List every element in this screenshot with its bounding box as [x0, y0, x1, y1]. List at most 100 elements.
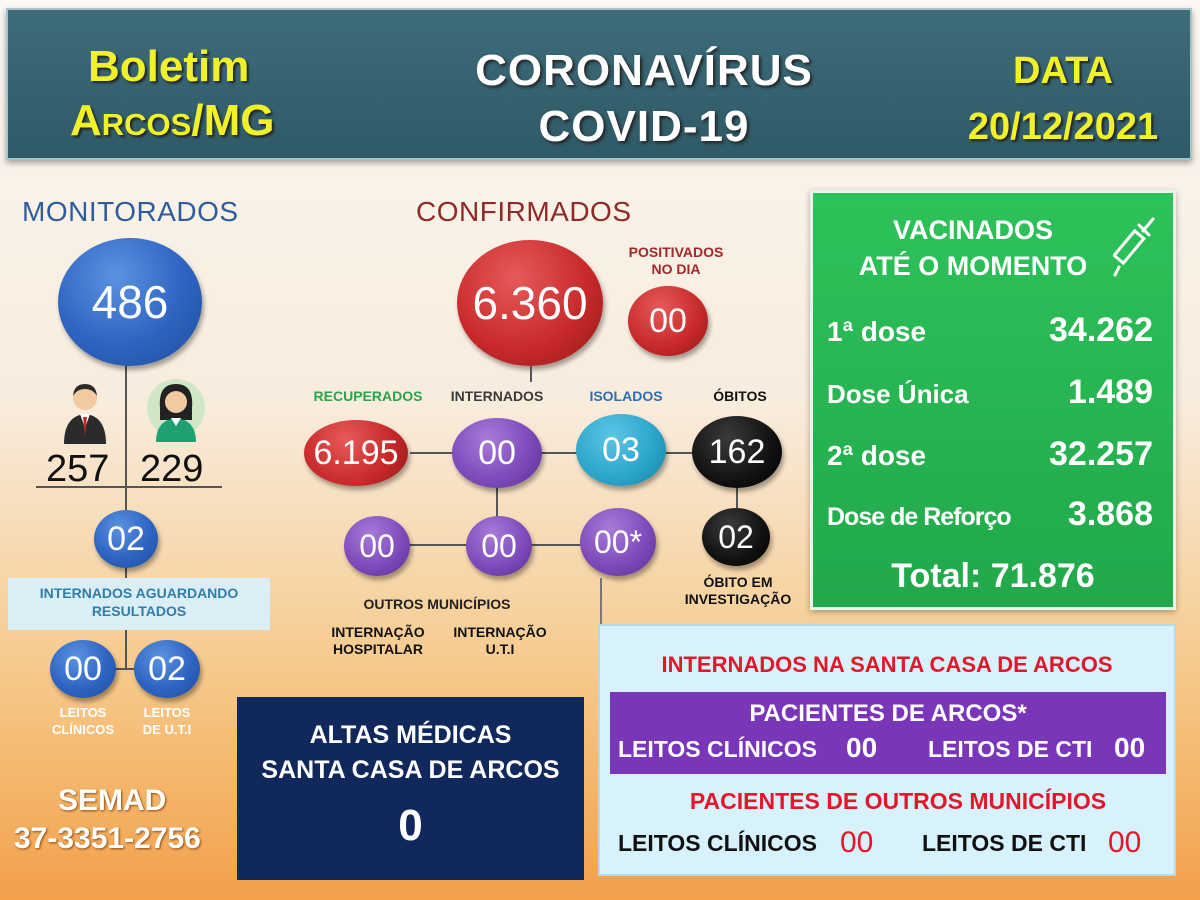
internados-label: INTERNADOS — [450, 388, 544, 404]
internacao-uti-value: 00* — [593, 523, 643, 560]
outros-clinicos-label: LEITOS CLÍNICOS — [618, 830, 817, 856]
monitorados-title: MONITORADOS — [22, 196, 239, 227]
internados-value: 00 — [478, 433, 516, 472]
recuperados-label: RECUPERADOS — [313, 388, 423, 404]
internados-aguardando-label-line2: RESULTADOS — [91, 603, 187, 619]
obitos-label: ÓBITOS — [713, 388, 767, 404]
internacao-uti-label: INTERNAÇÃO U.T.I — [440, 624, 560, 658]
outros-cti-label: LEITOS DE CTI — [922, 830, 1087, 856]
positivados-circle: 00 — [628, 286, 708, 356]
confirmados-title: CONFIRMADOS — [416, 196, 632, 227]
obitos-circle: 162 — [692, 416, 782, 488]
internados-aguardando-value: 02 — [107, 519, 145, 558]
vac-dose2-label: 2ª dose — [827, 440, 927, 471]
internacao-hospitalar-value: 00 — [481, 527, 517, 564]
man-icon — [60, 380, 110, 446]
outros-clinicos-value: 00 — [840, 826, 874, 859]
connector-line — [125, 330, 127, 670]
altas-line2: SANTA CASA DE ARCOS — [261, 756, 560, 784]
vac-dose1-label: 1ª dose — [827, 316, 927, 347]
vacinados-title-line1: VACINADOS — [892, 215, 1053, 245]
internados-aguardando-label: INTERNADOS AGUARDANDO RESULTADOS — [8, 578, 270, 630]
isolados-value: 03 — [602, 430, 640, 469]
obito-investigacao-value: 02 — [718, 518, 754, 555]
vacinados-panel: VACINADOS ATÉ O MOMENTO 1ª dose 34.262 D… — [810, 190, 1176, 610]
leitos-clinicos-label: LEITOS CLÍNICOS — [40, 704, 126, 738]
monitorados-women-count: 229 — [140, 448, 204, 490]
vac-row-dose1: 1ª dose 34.262 — [827, 311, 1153, 350]
monitorados-men-count: 257 — [46, 448, 110, 490]
vac-dose-unica-label: Dose Única — [827, 379, 969, 409]
obito-investigacao-label: ÓBITO EM INVESTIGAÇÃO — [670, 574, 806, 608]
header-city: Arcos/MG — [70, 96, 275, 145]
woman-icon — [146, 378, 206, 444]
confirmados-total: 6.360 — [472, 277, 588, 329]
outros-municipios-label: OUTROS MUNICÍPIOS — [363, 596, 511, 612]
arcos-cti-label: LEITOS DE CTI — [928, 736, 1093, 762]
positivados-value: 00 — [649, 301, 687, 340]
pacientes-arcos-bar: PACIENTES DE ARCOS* LEITOS CLÍNICOS 00 L… — [610, 692, 1166, 774]
santa-casa-title: INTERNADOS NA SANTA CASA DE ARCOS — [661, 652, 1113, 677]
vac-reforco-value: 3.868 — [1067, 495, 1153, 533]
vac-dose-unica-value: 1.489 — [1067, 373, 1153, 411]
altas-line1: ALTAS MÉDICAS — [309, 721, 512, 749]
obito-investigacao-label-line2: INVESTIGAÇÃO — [684, 591, 792, 607]
vacinados-title-line2: ATÉ O MOMENTO — [858, 251, 1088, 281]
pacientes-outros-title: PACIENTES DE OUTROS MUNICÍPIOS — [689, 788, 1107, 814]
header-boletim: Boletim — [88, 42, 250, 91]
internacao-hospitalar-circle: 00 — [466, 516, 532, 576]
leitos-uti-circle: 02 — [134, 640, 200, 698]
isolados-circle: 03 — [576, 414, 666, 486]
isolados-label: ISOLADOS — [589, 388, 663, 404]
monitorados-total: 486 — [91, 276, 169, 328]
recuperados-value: 6.195 — [313, 433, 399, 472]
positivados-label-line2: NO DIA — [651, 261, 701, 277]
header-date: 20/12/2021 — [967, 106, 1159, 148]
connector-line — [410, 452, 700, 454]
vac-row-dose-unica: Dose Única 1.489 — [827, 373, 1153, 412]
vac-total: Total: 71.876 — [891, 557, 1095, 595]
vac-dose1-value: 34.262 — [1049, 311, 1153, 349]
outros-municipios-circle: 00 — [344, 516, 410, 576]
obito-investigacao-circle: 02 — [702, 508, 770, 566]
connector-line — [736, 486, 738, 510]
monitorados-total-circle: 486 — [58, 238, 202, 366]
confirmados-total-circle: 6.360 — [457, 240, 603, 366]
header-date-label: DATA — [1013, 50, 1113, 92]
header-subtitle: COVID-19 — [538, 102, 750, 151]
leitos-clinicos-circle: 00 — [50, 640, 116, 698]
semad-name: SEMAD — [58, 784, 167, 817]
internacao-uti-circle: 00* — [580, 508, 656, 576]
connector-line — [496, 486, 498, 518]
internados-aguardando-circle: 02 — [94, 510, 158, 568]
leitos-uti-label-line2: DE U.T.I — [142, 722, 192, 737]
internacao-hospitalar-label-line2: HOSPITALAR — [333, 641, 423, 657]
positivados-label: POSITIVADOS NO DIA — [614, 244, 738, 278]
internacao-uti-label-line2: U.T.I — [485, 641, 515, 657]
arcos-cti-value: 00 — [1114, 732, 1146, 763]
internacao-hospitalar-label-line1: INTERNAÇÃO — [331, 624, 425, 640]
altas-value: 0 — [398, 801, 423, 850]
outros-municipios-value: 00 — [359, 527, 395, 564]
vac-row-dose2: 2ª dose 32.257 — [827, 435, 1153, 474]
pacientes-arcos-title: PACIENTES DE ARCOS* — [749, 700, 1027, 727]
outros-cti-value: 00 — [1108, 826, 1142, 859]
leitos-clinicos-label-line1: LEITOS — [59, 705, 107, 720]
arcos-clinicos-value: 00 — [846, 732, 878, 763]
santa-casa-panel: INTERNADOS NA SANTA CASA DE ARCOS PACIEN… — [598, 624, 1176, 876]
connector-line — [84, 668, 166, 670]
vac-reforco-label: Dose de Reforço — [827, 503, 1012, 531]
leitos-uti-value: 02 — [148, 649, 186, 688]
recuperados-circle: 6.195 — [304, 420, 408, 486]
connector-line — [530, 366, 532, 382]
internacao-uti-label-line1: INTERNAÇÃO — [453, 624, 547, 640]
arcos-clinicos-label: LEITOS CLÍNICOS — [618, 736, 817, 762]
altas-panel: ALTAS MÉDICAS SANTA CASA DE ARCOS 0 — [237, 697, 584, 880]
syringe-icon — [1112, 215, 1157, 277]
positivados-label-line1: POSITIVADOS — [628, 244, 724, 260]
obito-investigacao-label-line1: ÓBITO EM — [703, 574, 773, 590]
leitos-uti-label: LEITOS DE U.T.I — [124, 704, 210, 738]
divider-line — [36, 486, 222, 488]
header-title: CORONAVÍRUS — [475, 46, 813, 95]
header-banner: Boletim Arcos/MG CORONAVÍRUS COVID-19 DA… — [6, 8, 1192, 160]
